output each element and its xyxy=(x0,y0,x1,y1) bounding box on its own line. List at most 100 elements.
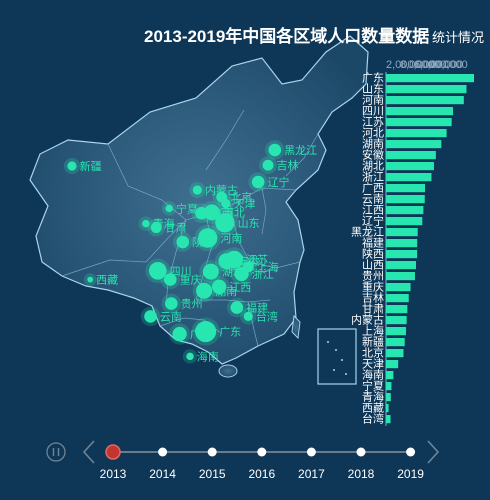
map-point[interactable]: 新疆 xyxy=(63,157,102,175)
map-point[interactable]: 云南 xyxy=(140,306,182,327)
map-point[interactable]: 四川 xyxy=(145,258,192,284)
map-point[interactable]: 浙江 xyxy=(230,263,274,285)
map-point-label: 天津 xyxy=(234,198,256,211)
bar[interactable] xyxy=(386,118,452,127)
bar[interactable] xyxy=(386,217,423,226)
bar[interactable] xyxy=(386,371,394,380)
map-point[interactable]: 江西 xyxy=(208,276,252,298)
bar[interactable] xyxy=(386,305,408,314)
timeline-year-dot[interactable] xyxy=(158,447,168,457)
map-point[interactable]: 海南 xyxy=(182,349,219,364)
timeline-year-2014[interactable]: 2014 xyxy=(149,447,176,482)
bar[interactable] xyxy=(386,85,467,94)
map-point-dot xyxy=(230,301,244,314)
bar[interactable] xyxy=(386,250,418,259)
map-point[interactable]: 辽宁 xyxy=(248,172,289,192)
bar[interactable] xyxy=(386,162,434,171)
bar-category-label: 西藏 xyxy=(362,402,384,415)
bar[interactable] xyxy=(386,140,442,149)
map-point[interactable]: 黑龙江 xyxy=(265,140,317,160)
bar[interactable] xyxy=(386,96,464,105)
map-point[interactable]: 江苏 xyxy=(221,247,268,272)
map-point[interactable]: 重庆 xyxy=(160,269,202,290)
bar[interactable] xyxy=(386,272,415,281)
bar[interactable] xyxy=(386,261,417,270)
timeline-current-marker[interactable] xyxy=(105,444,121,460)
map-point[interactable]: 内蒙古 xyxy=(189,181,238,199)
map-point-dot xyxy=(221,199,231,209)
bar[interactable] xyxy=(386,195,425,204)
bar[interactable] xyxy=(386,382,392,391)
bar-category-label: 北京 xyxy=(362,346,384,360)
bar[interactable] xyxy=(386,283,411,292)
timeline-year-dot[interactable] xyxy=(207,447,217,457)
bar[interactable] xyxy=(386,294,409,303)
map-point-label: 宁夏 xyxy=(176,201,198,215)
bar[interactable] xyxy=(386,349,404,358)
timeline-year-2013[interactable]: 2013 xyxy=(100,444,127,481)
chart-title-overlap: 统计情况 xyxy=(432,30,484,45)
map-point-label: 吉林 xyxy=(276,158,298,172)
map-point-label: 甘肃 xyxy=(165,222,187,235)
bar-category-label: 贵州 xyxy=(362,270,384,283)
bar[interactable] xyxy=(386,184,426,193)
map-point[interactable]: 广东 xyxy=(191,317,242,346)
timeline-year-dot[interactable] xyxy=(306,447,316,457)
bar[interactable] xyxy=(386,316,407,325)
map-point-label: 台湾 xyxy=(256,309,278,323)
bar-category-label: 广西 xyxy=(362,182,384,195)
timeline-year-2017[interactable]: 2017 xyxy=(298,447,325,482)
map-point-dot xyxy=(212,279,227,294)
map-point-dot xyxy=(243,311,253,321)
timeline-year-dot[interactable] xyxy=(406,447,416,457)
map-point[interactable]: 甘肃 xyxy=(147,218,187,237)
bar[interactable] xyxy=(386,404,389,413)
chevron-left-icon[interactable] xyxy=(82,440,95,464)
timeline-year-2019[interactable]: 2019 xyxy=(397,447,424,482)
bar[interactable] xyxy=(386,107,454,116)
map-point-dot xyxy=(215,213,235,233)
bar[interactable] xyxy=(386,415,391,424)
map-point[interactable]: 山东 xyxy=(211,209,260,236)
bar[interactable] xyxy=(386,393,391,402)
bar-category-label: 辽宁 xyxy=(362,214,384,228)
timeline-year-label: 2017 xyxy=(298,467,325,481)
bar-category-label: 黑龙江 xyxy=(351,226,384,239)
bar[interactable] xyxy=(386,327,406,336)
map-point-dot xyxy=(196,282,213,299)
bar-category-label: 福建 xyxy=(362,236,384,250)
bar[interactable] xyxy=(386,151,436,160)
map-point[interactable]: 陕西 xyxy=(172,232,214,252)
bar[interactable] xyxy=(386,239,418,248)
bar[interactable] xyxy=(386,206,424,215)
map-point[interactable]: 西藏 xyxy=(83,273,118,287)
timeline-year-2016[interactable]: 2016 xyxy=(248,447,275,482)
pause-icon[interactable] xyxy=(46,442,66,462)
map-point[interactable]: 台湾 xyxy=(240,308,278,325)
bar[interactable] xyxy=(386,228,418,237)
map-point[interactable]: 贵州 xyxy=(161,293,203,314)
map-point[interactable]: 天津 xyxy=(217,195,256,212)
bar[interactable] xyxy=(386,360,399,369)
bar[interactable] xyxy=(386,129,447,138)
map-point[interactable]: 湖南 xyxy=(192,279,238,303)
bar[interactable] xyxy=(386,74,474,83)
map-point[interactable]: 青海 xyxy=(138,216,175,231)
map-point[interactable]: 河南 xyxy=(194,224,243,252)
chevron-right-icon[interactable] xyxy=(427,440,440,464)
map-point[interactable]: 福建 xyxy=(227,297,268,318)
timeline-year-dot[interactable] xyxy=(356,447,366,457)
timeline-year-2015[interactable]: 2015 xyxy=(199,447,226,482)
timeline-year-dot[interactable] xyxy=(257,447,267,457)
map-point[interactable]: 宁夏 xyxy=(161,201,198,216)
bar[interactable] xyxy=(386,173,432,182)
bar-category-label: 甘肃 xyxy=(362,303,384,316)
bar[interactable] xyxy=(386,338,405,347)
bar-category-label: 广东 xyxy=(362,72,384,85)
bar-category-label: 浙江 xyxy=(362,171,384,184)
map-point[interactable]: 吉林 xyxy=(259,156,298,175)
timeline-year-label: 2016 xyxy=(248,467,275,481)
map-point-dot xyxy=(203,204,220,221)
timeline-year-2018[interactable]: 2018 xyxy=(348,447,375,482)
